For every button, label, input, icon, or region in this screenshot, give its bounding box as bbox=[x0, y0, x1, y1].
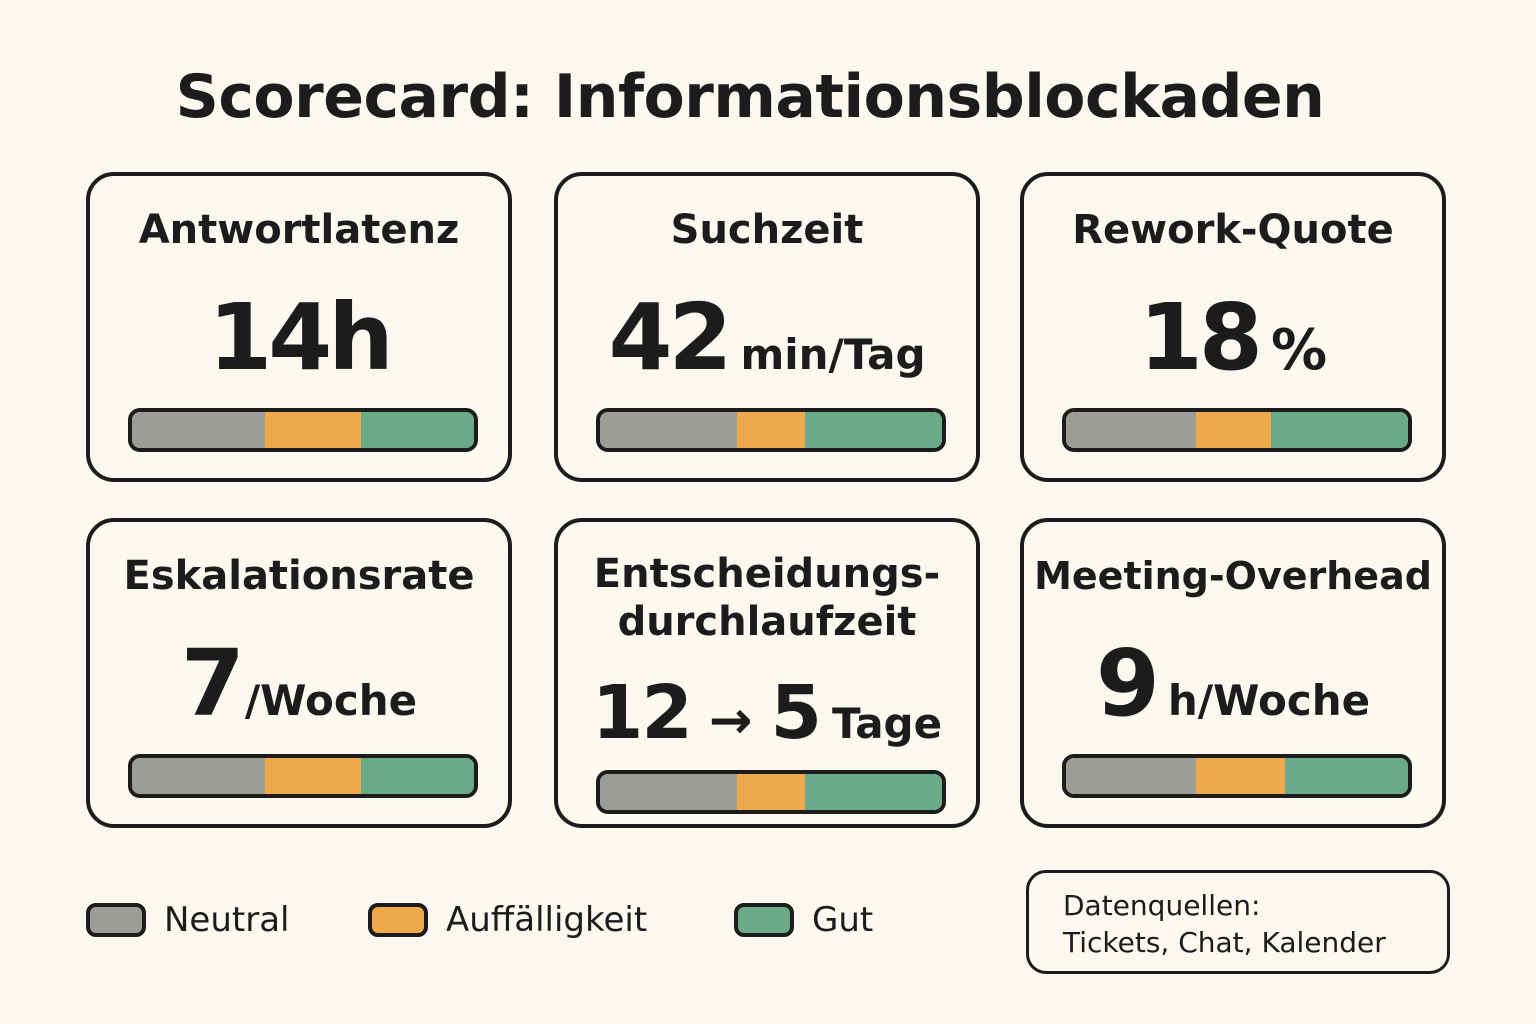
legend-item-gut: Gut bbox=[734, 900, 873, 940]
card-label: Rework-Quote bbox=[1072, 207, 1394, 253]
bar-segment-neutral bbox=[600, 774, 737, 810]
bar-segment-warn bbox=[1195, 412, 1272, 448]
card-antwortlatenz: Antwortlatenz 14h bbox=[86, 172, 512, 482]
card-rework-quote: Rework-Quote 18% bbox=[1020, 172, 1446, 482]
bar-segment-good bbox=[361, 412, 474, 448]
bar-segment-neutral bbox=[132, 412, 266, 448]
card-label-line1: Entscheidungs- bbox=[593, 551, 941, 597]
bar-segment-good bbox=[1284, 758, 1408, 794]
legend-swatch-warn bbox=[368, 903, 428, 937]
bar-segment-warn bbox=[736, 774, 806, 810]
status-bar bbox=[128, 754, 478, 798]
card-value: 18% bbox=[1024, 284, 1442, 391]
metric-unit: % bbox=[1270, 318, 1328, 383]
bar-segment-neutral bbox=[1066, 412, 1196, 448]
card-label: Eskalationsrate bbox=[123, 553, 475, 599]
page-title: Scorecard: Informationsblockaden bbox=[175, 62, 1325, 132]
metric-unit: min/Tag bbox=[740, 330, 926, 379]
status-bar bbox=[596, 770, 946, 814]
legend-label: Gut bbox=[812, 900, 874, 940]
card-value: 9 h/Woche bbox=[1024, 630, 1442, 737]
bar-segment-warn bbox=[265, 758, 362, 794]
card-label: Meeting-Overhead bbox=[1034, 554, 1432, 598]
metric-unit: /Woche bbox=[244, 676, 418, 725]
bar-segment-neutral bbox=[132, 758, 266, 794]
card-value: 7/Woche bbox=[90, 630, 508, 737]
arrow-right-icon: → bbox=[708, 691, 753, 751]
bar-segment-good bbox=[805, 774, 942, 810]
legend-swatch-good bbox=[734, 903, 794, 937]
status-bar bbox=[128, 408, 478, 452]
metric-value: 18 bbox=[1138, 284, 1263, 391]
card-label: Suchzeit bbox=[670, 207, 864, 253]
metric-value-to: 5 bbox=[770, 670, 821, 756]
metric-unit: Tage bbox=[831, 699, 943, 748]
bar-segment-neutral bbox=[600, 412, 737, 448]
card-suchzeit: Suchzeit 42 min/Tag bbox=[554, 172, 980, 482]
bar-segment-neutral bbox=[1066, 758, 1196, 794]
card-meeting-overhead: Meeting-Overhead 9 h/Woche bbox=[1020, 518, 1446, 828]
data-sources-heading: Datenquellen: bbox=[1063, 889, 1261, 922]
legend-label: Auffälligkeit bbox=[446, 900, 648, 940]
data-sources-list: Tickets, Chat, Kalender bbox=[1063, 926, 1386, 959]
card-value: 12 → 5 Tage bbox=[558, 670, 976, 756]
card-label-line2: durchlaufzeit bbox=[617, 599, 917, 645]
card-value: 14h bbox=[90, 284, 508, 391]
metric-unit: h/Woche bbox=[1167, 676, 1371, 725]
status-bar bbox=[1062, 754, 1412, 798]
status-bar bbox=[1062, 408, 1412, 452]
legend-swatch-neutral bbox=[86, 903, 146, 937]
card-value: 42 min/Tag bbox=[558, 284, 976, 391]
legend-label: Neutral bbox=[164, 900, 290, 940]
metric-value-from: 12 bbox=[591, 670, 693, 756]
bar-segment-warn bbox=[736, 412, 806, 448]
card-label: Antwortlatenz bbox=[138, 207, 460, 253]
card-label: Entscheidungs- durchlaufzeit bbox=[558, 550, 976, 646]
legend-item-auffaelligkeit: Auffälligkeit bbox=[368, 900, 647, 940]
data-sources-box: Datenquellen: Tickets, Chat, Kalender bbox=[1026, 870, 1450, 974]
card-eskalationsrate: Eskalationsrate 7/Woche bbox=[86, 518, 512, 828]
card-entscheidungsdurchlaufzeit: Entscheidungs- durchlaufzeit 12 → 5 Tage bbox=[554, 518, 980, 828]
metric-value: 42 bbox=[608, 284, 732, 391]
bar-segment-warn bbox=[1195, 758, 1285, 794]
legend-item-neutral: Neutral bbox=[86, 900, 290, 940]
bar-segment-good bbox=[1271, 412, 1408, 448]
bar-segment-good bbox=[361, 758, 474, 794]
metric-value: 9 bbox=[1095, 630, 1160, 737]
bar-segment-good bbox=[805, 412, 942, 448]
metric-value: 14h bbox=[208, 284, 394, 391]
status-bar bbox=[596, 408, 946, 452]
metric-value: 7 bbox=[180, 630, 245, 737]
bar-segment-warn bbox=[265, 412, 362, 448]
